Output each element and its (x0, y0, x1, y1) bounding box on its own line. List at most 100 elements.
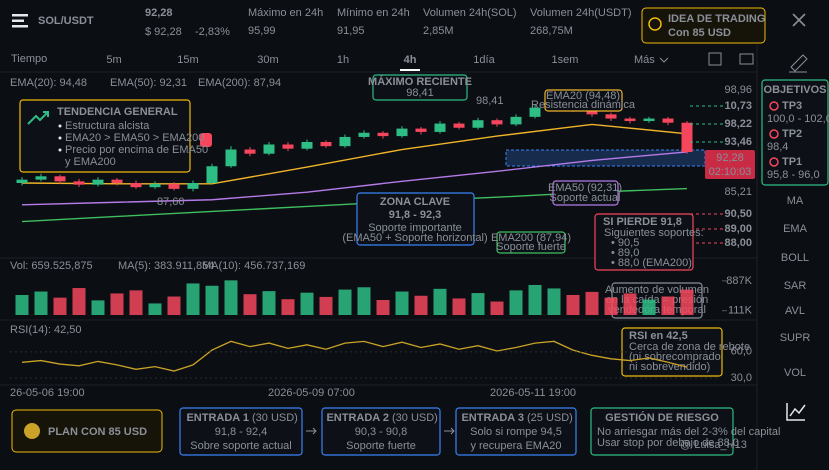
volume-bar (547, 288, 561, 315)
bullet (58, 148, 62, 152)
volume-bar (91, 300, 105, 315)
volume-bar (376, 299, 390, 315)
label: (25 USD) (527, 412, 573, 424)
candle-body (643, 118, 655, 122)
label: Usar stop por debajo de 88,0 (597, 437, 739, 449)
label: MA(10): 456.737,169 (202, 260, 305, 272)
volume-bar (566, 294, 580, 315)
label: MÁXIMO RECIENTE (368, 75, 472, 88)
price-label: 88,00 (724, 237, 752, 249)
label: GESTIÓN DE RIESGO (605, 411, 719, 424)
label: • 88,0 (EMA200) (611, 257, 692, 269)
label: (30 USD) (392, 412, 438, 424)
price-usd: $ 92,28 (145, 26, 182, 38)
y-tick-label: 887K (726, 275, 752, 287)
volume-bar (129, 290, 143, 315)
volume-bar (680, 289, 694, 315)
label: PLAN CON 85 USD (48, 426, 147, 438)
price-badge (705, 150, 755, 179)
indicator[interactable]: MA (787, 195, 804, 207)
idea-button[interactable] (641, 7, 766, 44)
indicator[interactable]: BOLL (781, 252, 809, 264)
volume-bar (414, 295, 428, 315)
indicator[interactable]: VOL (784, 367, 806, 379)
volume-bar (262, 291, 276, 315)
candle-body (681, 122, 693, 153)
candle-body (320, 141, 332, 147)
menu-icon[interactable] (12, 14, 28, 28)
annotation-box (552, 180, 619, 206)
label: (ni sobrecomprado (629, 351, 721, 363)
x-tick-label: 2026-05-11 19:00 (490, 387, 576, 399)
label: 98,41 (476, 95, 504, 107)
close-icon[interactable] (792, 13, 806, 27)
chart-icon[interactable] (786, 403, 806, 421)
target-icon (769, 157, 779, 167)
label: 87,60 (157, 196, 185, 208)
candle-body (339, 136, 351, 147)
volume-bar (148, 303, 162, 315)
candle-body (624, 118, 636, 122)
volume-bar (34, 291, 48, 315)
label: 91,8 - 92,4 (215, 426, 268, 438)
interval[interactable]: 15m (177, 54, 198, 66)
stat-label: Volumen 24h(SOL) (423, 7, 517, 19)
annotation-box (594, 213, 694, 271)
label: Precio por encima de EMA50 (65, 144, 208, 156)
candle-body (35, 176, 47, 180)
toolbar-icons[interactable] (708, 52, 808, 73)
y-tick-label: 111K (728, 305, 753, 317)
label: Soporte fuerte (346, 440, 416, 452)
label: (EMA50 + Soporte horizontal) (342, 232, 487, 244)
candle-body (206, 166, 218, 183)
candle-body (510, 116, 522, 125)
interval[interactable]: 4h (404, 54, 417, 66)
volume-bar (585, 291, 599, 315)
volume-bar (623, 293, 637, 315)
interval[interactable]: 1h (337, 54, 349, 66)
interval[interactable]: 30m (257, 54, 278, 66)
interval[interactable]: 1sem (552, 54, 579, 66)
indicator[interactable]: AVL (785, 305, 805, 317)
label: 92,28 (716, 152, 744, 164)
indicator[interactable]: SUPR (780, 332, 811, 344)
trend-arrow (27, 111, 49, 125)
label: MA(5): 383.911,854 (118, 260, 214, 272)
label: ni sobrevendido) (629, 361, 710, 373)
more-menu[interactable]: Más (634, 54, 655, 66)
candle-body (187, 183, 199, 189)
entry-box (321, 407, 441, 456)
label: TP2 (782, 128, 802, 140)
label: 02:10:03 (709, 166, 752, 178)
label: EMA200 (87,94) (491, 232, 571, 244)
plan-button[interactable] (11, 409, 163, 453)
interval[interactable]: 1día (473, 54, 495, 66)
volume-bar (452, 298, 466, 315)
volume-bar (281, 299, 295, 315)
volume-bar (490, 301, 504, 315)
candle-body (73, 181, 85, 185)
legend-entry: EMA(200): 87,94 (198, 77, 281, 89)
label: 91,8 - 92,3 (389, 209, 442, 221)
label: RSI(14): 42,50 (10, 324, 82, 336)
change: -2,83% (195, 26, 230, 38)
interval[interactable]: 5m (106, 54, 121, 66)
indicator[interactable]: SAR (784, 280, 807, 292)
label: 90,3 - 90,8 (355, 426, 408, 438)
stat-label: Máximo en 24h (248, 7, 323, 19)
legend-entry: EMA(50): 92,31 (110, 77, 187, 89)
watermark: @ Luisa_H13 (680, 439, 747, 451)
price: 92,28 (145, 7, 173, 19)
indicator[interactable]: EMA (783, 223, 808, 235)
volume-bar (338, 289, 352, 315)
volume-bar (433, 288, 447, 315)
stat-label: Volumen 24h(USDT) (530, 7, 632, 19)
candle-body (92, 179, 104, 185)
symbol: SOL/USDT (38, 15, 94, 27)
label: Resistencia dinámica (531, 99, 636, 111)
stat-value: 2,85M (423, 25, 454, 37)
stat-value: 91,95 (337, 25, 365, 37)
label: EMA50 (92,31) (548, 182, 622, 194)
volume-bar (661, 296, 675, 315)
price-label: 98,96 (724, 84, 752, 96)
